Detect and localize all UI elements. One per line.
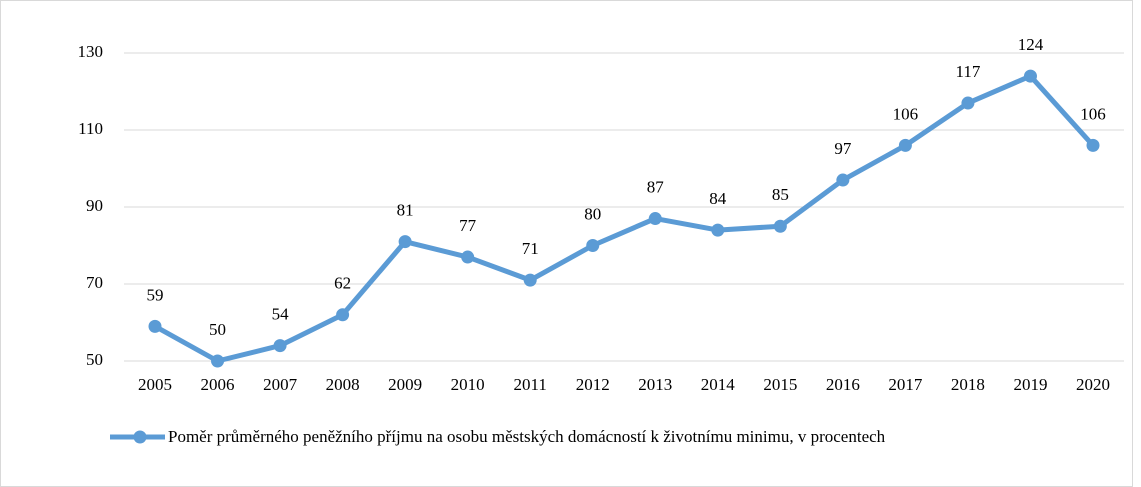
- x-tick-label: 2017: [888, 375, 923, 394]
- y-tick-label: 110: [78, 119, 103, 138]
- y-tick-label: 130: [78, 42, 104, 61]
- data-label: 97: [834, 139, 852, 158]
- y-tick-label: 50: [86, 350, 103, 369]
- y-tick-label: 70: [86, 273, 103, 292]
- y-tick-label: 90: [86, 196, 103, 215]
- point: [898, 138, 912, 152]
- data-label: 62: [334, 274, 351, 293]
- point: [836, 173, 850, 187]
- point: [523, 273, 537, 287]
- data-label: 87: [647, 177, 665, 196]
- x-tick-label: 2015: [763, 375, 797, 394]
- x-tick-label: 2020: [1076, 375, 1110, 394]
- line: [153, 73, 1095, 364]
- data-label: 106: [1080, 104, 1106, 123]
- data-label: 117: [955, 62, 980, 81]
- x-tick-label: 2019: [1013, 375, 1047, 394]
- point: [961, 96, 975, 110]
- point: [398, 235, 412, 249]
- data-label: 54: [272, 305, 290, 324]
- x-tick-label: 2013: [638, 375, 672, 394]
- data-label: 85: [772, 185, 789, 204]
- point: [586, 239, 600, 252]
- data-label: 124: [1018, 35, 1044, 54]
- x-tick-label: 2007: [263, 375, 298, 394]
- point: [648, 212, 662, 226]
- data-label: 80: [584, 204, 601, 223]
- point: [148, 319, 162, 333]
- x-tick-label: 2014: [701, 375, 736, 394]
- data-label: 106: [893, 104, 919, 123]
- point: [273, 339, 287, 353]
- x-tick-label: 2018: [951, 375, 985, 394]
- legend-marker: [133, 430, 147, 444]
- x-tick-label: 2011: [514, 375, 547, 394]
- point: [461, 250, 475, 264]
- x-tick-label: 2009: [388, 375, 422, 394]
- data-label: 71: [522, 239, 539, 258]
- point: [711, 223, 725, 237]
- point: [336, 308, 350, 322]
- x-tick-label: 2008: [326, 375, 360, 394]
- x-tick-label: 2005: [138, 375, 172, 394]
- point: [1086, 138, 1100, 152]
- x-tick-label: 2016: [826, 375, 860, 394]
- x-tick-label: 2012: [576, 375, 610, 394]
- data-label: 81: [397, 201, 414, 220]
- x-tick-label: 2006: [201, 375, 235, 394]
- x-tick-label: 2010: [451, 375, 485, 394]
- data-label: 50: [209, 320, 226, 339]
- point: [773, 219, 787, 233]
- point: [1023, 69, 1037, 83]
- data-label: 77: [459, 216, 477, 235]
- data-label: 59: [147, 285, 164, 304]
- point: [211, 354, 225, 368]
- data-label: 84: [709, 189, 727, 208]
- legend-label: Poměr průměrného peněžního příjmu na oso…: [168, 427, 886, 446]
